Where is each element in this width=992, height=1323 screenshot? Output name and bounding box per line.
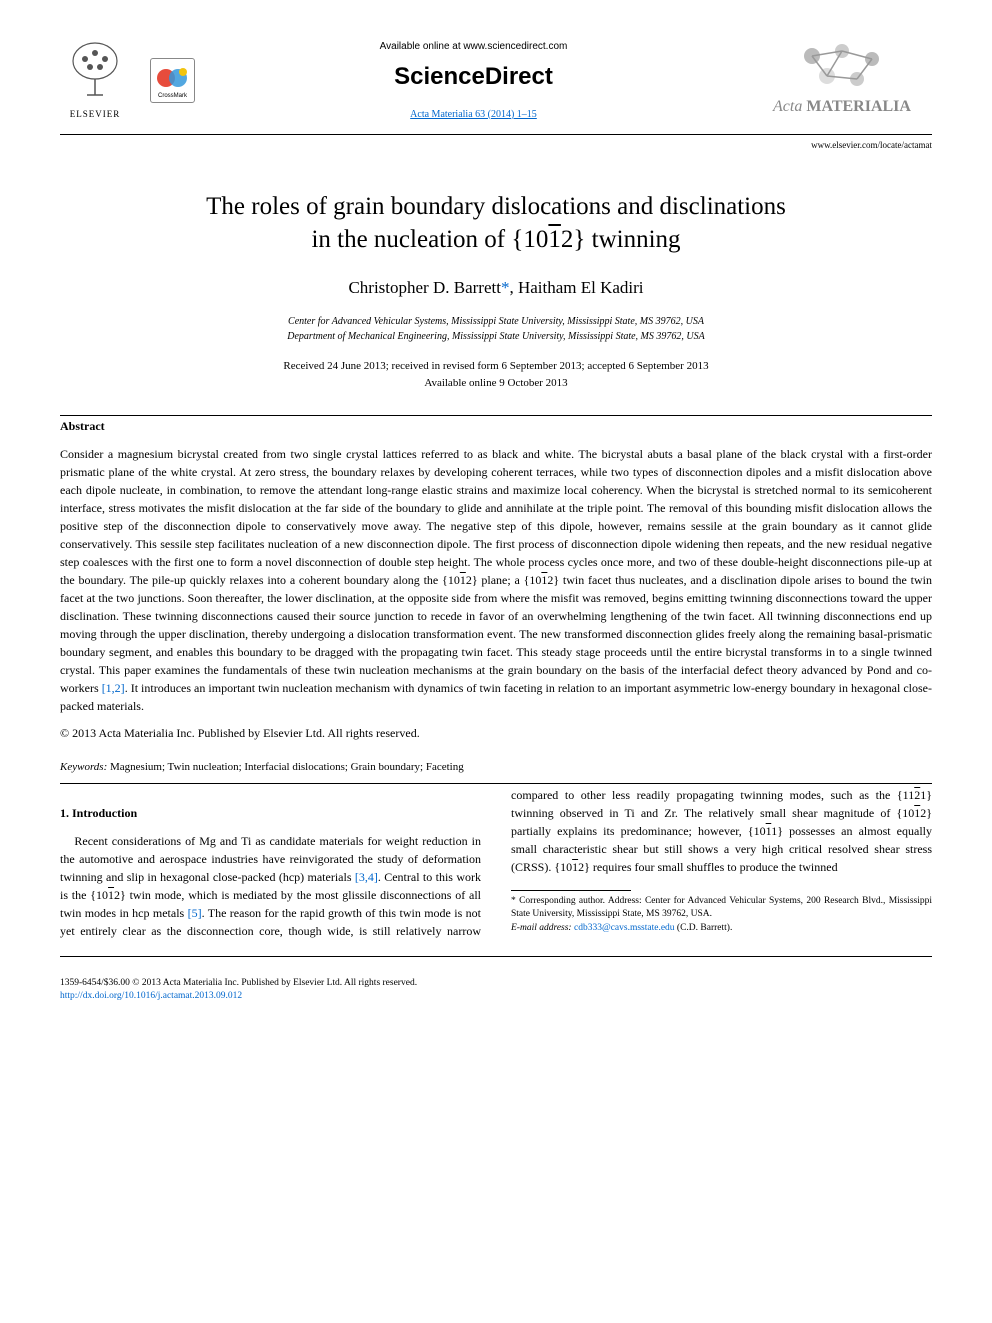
center-header: Available online at www.sciencedirect.co… bbox=[215, 40, 732, 122]
elsevier-tree-icon bbox=[65, 41, 125, 101]
affiliations: Center for Advanced Vehicular Systems, M… bbox=[60, 314, 932, 344]
article-dates: Received 24 June 2013; received in revis… bbox=[60, 358, 932, 391]
crossmark-badge[interactable]: CrossMark bbox=[150, 58, 195, 103]
abstract-body: Consider a magnesium bicrystal created f… bbox=[60, 445, 932, 715]
header-row: ELSEVIER CrossMark Available online at w… bbox=[60, 40, 932, 122]
crossmark-label: CrossMark bbox=[151, 92, 194, 100]
keywords-line: Keywords: Magnesium; Twin nucleation; In… bbox=[60, 760, 932, 775]
citation-link[interactable]: Acta Materialia 63 (2014) 1–15 bbox=[410, 109, 537, 120]
journal-logo[interactable]: Acta MATERIALIA bbox=[752, 41, 932, 121]
locate-url[interactable]: www.elsevier.com/locate/actamat bbox=[60, 139, 932, 152]
doi-link[interactable]: http://dx.doi.org/10.1016/j.actamat.2013… bbox=[60, 991, 242, 1001]
email-link[interactable]: cdb333@cavs.msstate.edu bbox=[574, 923, 675, 933]
issn-copyright: 1359-6454/$36.00 © 2013 Acta Materialia … bbox=[60, 977, 932, 990]
abstract-cite-1-2[interactable]: [1,2] bbox=[102, 681, 125, 695]
crossmark-icon bbox=[156, 64, 191, 92]
footer-rule bbox=[60, 956, 932, 957]
journal-name: Acta MATERIALIA bbox=[752, 96, 932, 118]
header-rule bbox=[60, 134, 932, 135]
author-1: Christopher D. Barrett bbox=[348, 278, 501, 297]
section-heading-intro: 1. Introduction bbox=[60, 804, 481, 822]
available-online-text: Available online at www.sciencedirect.co… bbox=[215, 40, 732, 54]
intro-cite-3-4[interactable]: [3,4] bbox=[355, 870, 378, 884]
footer-block: 1359-6454/$36.00 © 2013 Acta Materialia … bbox=[60, 977, 932, 1004]
article-title: The roles of grain boundary dislocations… bbox=[60, 191, 932, 256]
elsevier-name: ELSEVIER bbox=[60, 108, 130, 121]
authors-line: Christopher D. Barrett*, Haitham El Kadi… bbox=[60, 276, 932, 300]
email-footnote: E-mail address: cdb333@cavs.msstate.edu … bbox=[511, 922, 932, 935]
abstract-bottom-rule bbox=[60, 783, 932, 784]
elsevier-logo[interactable]: ELSEVIER bbox=[60, 41, 130, 121]
corresponding-footnote: * Corresponding author. Address: Center … bbox=[511, 895, 932, 922]
copyright-line: © 2013 Acta Materialia Inc. Published by… bbox=[60, 725, 932, 742]
acta-graphic-icon bbox=[792, 41, 892, 91]
footnote-rule bbox=[511, 890, 631, 891]
keywords-list: Magnesium; Twin nucleation; Interfacial … bbox=[110, 761, 464, 773]
intro-cite-5[interactable]: [5] bbox=[188, 906, 202, 920]
abstract-top-rule bbox=[60, 415, 932, 416]
keywords-label: Keywords: bbox=[60, 761, 107, 773]
abstract-heading: Abstract bbox=[60, 418, 932, 435]
author-2: Haitham El Kadiri bbox=[518, 278, 644, 297]
sciencedirect-logo[interactable]: ScienceDirect bbox=[215, 60, 732, 94]
intro-body: 1. Introduction Recent considerations of… bbox=[60, 786, 932, 940]
